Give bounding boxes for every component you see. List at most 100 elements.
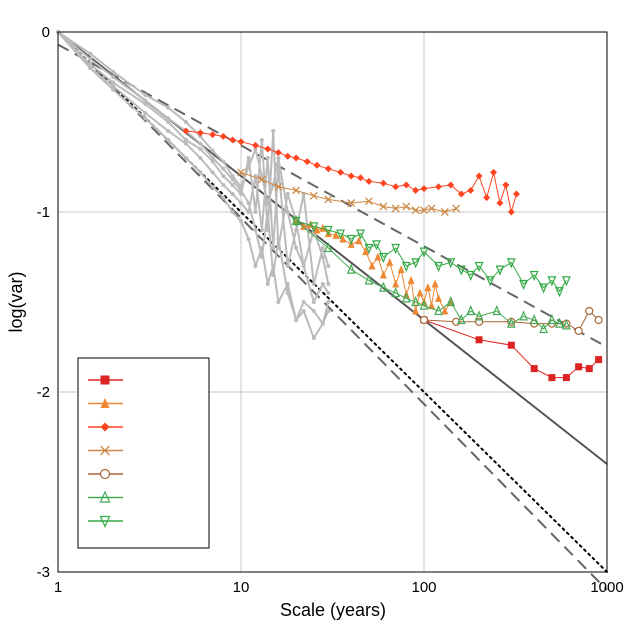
background-series-point bbox=[221, 195, 226, 200]
data-point bbox=[502, 181, 510, 189]
data-point bbox=[392, 279, 400, 288]
series-line bbox=[240, 171, 457, 213]
data-point bbox=[475, 172, 483, 180]
data-point bbox=[402, 202, 411, 211]
background-series-point bbox=[88, 57, 93, 61]
data-point bbox=[397, 265, 405, 274]
data-point bbox=[274, 182, 283, 191]
data-point bbox=[507, 341, 515, 349]
background-series-point bbox=[143, 102, 148, 106]
data-point bbox=[419, 315, 429, 325]
background-series-point bbox=[285, 282, 290, 286]
data-point bbox=[364, 243, 374, 254]
data-point bbox=[402, 181, 410, 189]
data-point bbox=[182, 127, 190, 135]
data-point bbox=[466, 305, 476, 316]
data-point bbox=[506, 258, 516, 269]
data-point bbox=[490, 168, 498, 176]
background-series-point bbox=[210, 159, 215, 164]
background-series-point bbox=[253, 264, 258, 268]
data-point bbox=[379, 270, 387, 279]
data-point bbox=[100, 375, 110, 385]
reference-line-dashed bbox=[57, 31, 608, 591]
background-series-point bbox=[230, 183, 235, 187]
y-tick-label: -3 bbox=[37, 564, 50, 581]
data-point bbox=[303, 158, 311, 166]
data-point bbox=[292, 186, 301, 195]
background-series-point bbox=[265, 201, 270, 205]
data-point bbox=[209, 131, 217, 139]
data-point bbox=[355, 236, 363, 245]
data-point bbox=[595, 356, 603, 364]
data-point bbox=[237, 138, 245, 146]
background-series-point bbox=[253, 147, 258, 151]
background-series-point bbox=[230, 210, 235, 214]
data-point bbox=[575, 363, 583, 371]
background-series-point bbox=[221, 174, 226, 178]
plot-frame bbox=[57, 31, 608, 573]
data-point bbox=[474, 310, 484, 321]
data-point bbox=[264, 145, 272, 153]
data-point bbox=[427, 204, 436, 213]
background-series-point bbox=[198, 156, 203, 160]
data-point bbox=[496, 199, 504, 207]
x-tick-label: 100 bbox=[411, 579, 436, 596]
data-point bbox=[100, 445, 110, 456]
data-point bbox=[100, 398, 110, 408]
data-point bbox=[337, 168, 345, 176]
data-point bbox=[237, 168, 245, 177]
series-line bbox=[185, 130, 517, 213]
legend-entry bbox=[88, 468, 123, 480]
data-point bbox=[419, 247, 429, 258]
data-point bbox=[324, 195, 333, 204]
data-point bbox=[365, 177, 373, 185]
background-series-point bbox=[320, 246, 325, 250]
background-series-point bbox=[246, 237, 251, 241]
data-point bbox=[339, 234, 347, 243]
data-point bbox=[434, 183, 442, 191]
background-series-point bbox=[143, 116, 148, 121]
background-series-point bbox=[326, 300, 331, 304]
data-point bbox=[391, 243, 401, 254]
data-point bbox=[561, 276, 571, 287]
data-point bbox=[441, 306, 449, 315]
background-series-point bbox=[253, 228, 258, 232]
data-point bbox=[284, 152, 292, 160]
background-series-point bbox=[276, 237, 281, 241]
data-point bbox=[434, 305, 443, 316]
background-series-point bbox=[198, 134, 203, 139]
background-series-point bbox=[320, 321, 325, 326]
data-point bbox=[323, 225, 333, 236]
background-series-point bbox=[276, 300, 281, 304]
background-series-point bbox=[210, 170, 215, 175]
background-series-point bbox=[230, 192, 235, 196]
background-series-point bbox=[326, 291, 331, 295]
data-point bbox=[446, 296, 456, 307]
background-series-point bbox=[271, 264, 276, 268]
background-series-point bbox=[301, 300, 306, 304]
background-series-point bbox=[230, 174, 235, 178]
data-point bbox=[446, 258, 456, 269]
legend-entry bbox=[88, 515, 123, 528]
data-point bbox=[300, 221, 308, 230]
series-line bbox=[423, 310, 599, 332]
background-series-point bbox=[111, 80, 116, 85]
data-point bbox=[548, 374, 556, 382]
data-point bbox=[456, 265, 466, 276]
data-point bbox=[407, 275, 415, 284]
data-point bbox=[379, 202, 388, 211]
data-point bbox=[530, 365, 538, 373]
data-point bbox=[386, 257, 394, 266]
background-series-point bbox=[246, 201, 251, 205]
legend-entry bbox=[88, 422, 123, 432]
data-point bbox=[292, 154, 300, 162]
legend-box bbox=[77, 357, 210, 549]
data-point bbox=[466, 270, 476, 281]
background-series-point bbox=[183, 120, 188, 124]
background-series-point bbox=[239, 219, 243, 223]
data-point bbox=[416, 288, 424, 297]
data-point bbox=[492, 305, 502, 316]
background-series-point bbox=[166, 105, 171, 110]
background-series-point bbox=[301, 264, 306, 268]
